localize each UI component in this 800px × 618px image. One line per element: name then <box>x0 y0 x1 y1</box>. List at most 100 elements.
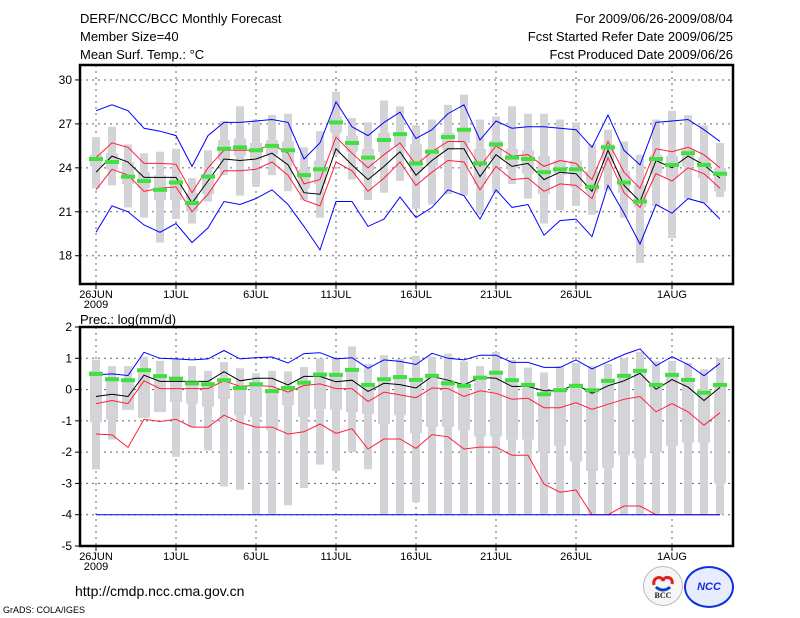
whisker-bar <box>204 370 212 451</box>
variable-label: Mean Surf. Temp.: °C <box>80 47 205 62</box>
box-bar <box>314 160 326 184</box>
source-url[interactable]: http://cmdp.ncc.cma.gov.cn <box>75 583 245 599</box>
whisker-bar <box>476 366 484 515</box>
box-bar <box>378 378 390 424</box>
y-tick-label: -1 <box>61 414 72 428</box>
y-tick-label: -5 <box>61 539 72 553</box>
x-tick-label: 11JUL <box>321 551 352 563</box>
marker-bar <box>489 370 503 375</box>
marker-bar <box>409 161 423 166</box>
marker-bar <box>329 120 343 125</box>
box-bar <box>154 375 166 413</box>
marker-bar <box>153 374 167 379</box>
box-bar <box>122 161 134 184</box>
marker-bar <box>121 174 135 179</box>
box-bar <box>122 378 134 410</box>
ncc-logo-text: NCC <box>697 581 721 593</box>
fcst-started-date: Fcst Started Refer Date 2009/06/25 <box>527 29 733 44</box>
marker-bar <box>505 378 519 383</box>
whisker-bar <box>428 356 436 515</box>
whisker-bar <box>236 368 244 490</box>
box-bar <box>234 386 246 416</box>
grads-credit: GrADS: COLA/IGES <box>3 605 86 615</box>
box-bar <box>106 377 118 420</box>
series-line-mean <box>95 147 721 204</box>
box-bar <box>410 378 422 434</box>
marker-bar <box>601 145 615 150</box>
whisker-bar <box>508 106 516 184</box>
marker-bar <box>537 392 551 397</box>
box-bar <box>650 383 662 453</box>
whisker-bar <box>316 358 324 465</box>
box-bar <box>250 383 262 418</box>
box-bar <box>378 132 390 152</box>
box-bar <box>186 381 198 404</box>
x-tick-label: 26JUN <box>79 289 113 301</box>
box-bar <box>634 370 646 459</box>
series-line-upper <box>95 136 721 194</box>
marker-bar <box>313 372 327 377</box>
box-bar <box>442 380 454 428</box>
whisker-bar <box>636 154 644 264</box>
whisker-bar <box>364 363 372 470</box>
box-bar <box>602 380 614 468</box>
marker-bar <box>281 148 295 153</box>
marker-bar <box>601 378 615 383</box>
box-bar <box>426 373 438 428</box>
ncc-logo: NCC <box>684 566 734 608</box>
marker-bar <box>201 174 215 179</box>
y-tick-label: 21 <box>59 205 73 219</box>
box-bar <box>458 383 470 431</box>
marker-bar <box>345 367 359 372</box>
marker-bar <box>329 372 343 377</box>
whisker-bar <box>460 361 468 515</box>
box-bar <box>266 389 278 431</box>
series-line-max <box>95 348 721 377</box>
marker-bar <box>409 377 423 382</box>
whisker-bar <box>172 358 180 457</box>
box-bar <box>202 383 214 407</box>
forecast-period: For 2009/06/26-2009/08/04 <box>575 11 733 26</box>
box-bar <box>458 128 470 143</box>
marker-bar <box>521 157 535 162</box>
plot-frame <box>78 63 735 286</box>
marker-bar <box>441 381 455 386</box>
box-bar <box>154 175 166 201</box>
marker-bar <box>281 386 295 391</box>
x-tick-label: 21JUL <box>480 551 512 563</box>
box-bar <box>362 148 374 176</box>
marker-bar <box>265 389 279 394</box>
marker-bar <box>649 157 663 162</box>
y-tick-label: 24 <box>59 161 73 175</box>
marker-bar <box>681 151 695 156</box>
y-tick-label: -4 <box>61 508 72 522</box>
marker-bar <box>153 187 167 192</box>
whisker-bar <box>268 370 276 515</box>
plot-frame <box>78 325 735 548</box>
bcc-logo: BCC <box>643 566 683 606</box>
x-tick-year-label: 2009 <box>84 561 108 573</box>
marker-bar <box>361 155 375 160</box>
box-bar <box>362 383 374 414</box>
y-tick-label: 2 <box>65 320 72 334</box>
marker-bar <box>569 167 583 172</box>
marker-bar <box>473 161 487 166</box>
marker-bar <box>105 159 119 164</box>
y-tick-label: 27 <box>59 117 73 131</box>
x-tick-label: 11JUL <box>321 289 352 301</box>
member-size: Member Size=40 <box>80 29 179 44</box>
marker-bar <box>617 180 631 185</box>
box-bar <box>666 156 678 179</box>
marker-bar <box>313 167 327 172</box>
marker-bar <box>537 170 551 175</box>
x-tick-label: 21JUL <box>480 289 512 301</box>
marker-bar <box>185 200 199 205</box>
marker-bar <box>569 383 583 388</box>
marker-bar <box>665 372 679 377</box>
marker-bar <box>89 157 103 162</box>
marker-bar <box>297 173 311 178</box>
marker-bar <box>377 138 391 143</box>
